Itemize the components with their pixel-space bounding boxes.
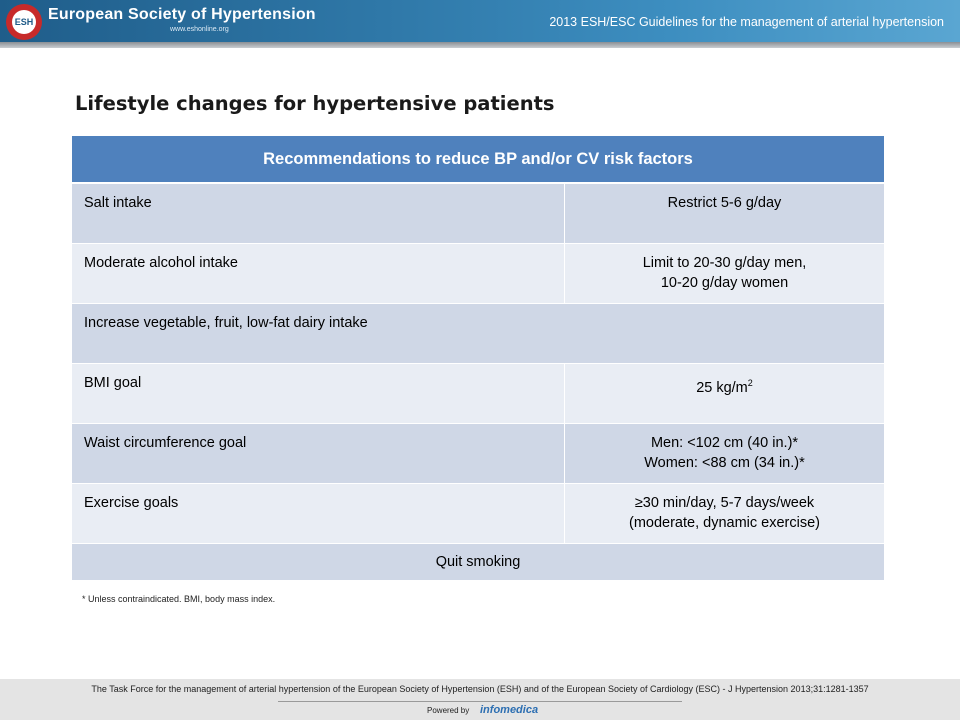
row-label: Increase vegetable, fruit, low-fat dairy… bbox=[72, 304, 884, 364]
banner-divider bbox=[0, 42, 960, 48]
table-header: Recommendations to reduce BP and/or CV r… bbox=[72, 136, 884, 184]
row-value-line: 10-20 g/day women bbox=[660, 275, 789, 291]
header-banner: ESH European Society of Hypertension www… bbox=[0, 0, 960, 42]
powered-by-label: Powered by bbox=[427, 706, 470, 715]
table-row: Increase vegetable, fruit, low-fat dairy… bbox=[72, 304, 884, 364]
table-row: Moderate alcohol intake Limit to 20-30 g… bbox=[72, 244, 884, 304]
bmi-superscript: 2 bbox=[747, 378, 753, 388]
row-value-line: Men: <102 cm (40 in.)* bbox=[650, 435, 799, 451]
bmi-value: 25 kg/m bbox=[696, 379, 748, 396]
row-value-line: Limit to 20-30 g/day men, bbox=[642, 255, 807, 271]
row-label: Waist circumference goal bbox=[72, 424, 564, 484]
esh-logo: ESH bbox=[6, 4, 42, 40]
table-row: Quit smoking bbox=[72, 544, 884, 581]
footnote: * Unless contraindicated. BMI, body mass… bbox=[82, 594, 276, 604]
row-value: ≥30 min/day, 5-7 days/week (moderate, dy… bbox=[564, 484, 884, 544]
guideline-title: 2013 ESH/ESC Guidelines for the manageme… bbox=[549, 15, 944, 29]
row-value: Limit to 20-30 g/day men, 10-20 g/day wo… bbox=[564, 244, 884, 304]
row-label: Quit smoking bbox=[72, 544, 884, 581]
row-label: BMI goal bbox=[72, 364, 564, 424]
table-row: Exercise goals ≥30 min/day, 5-7 days/wee… bbox=[72, 484, 884, 544]
row-label: Salt intake bbox=[72, 184, 564, 244]
esh-logo-text: ESH bbox=[12, 10, 36, 34]
row-value-line: ≥30 min/day, 5-7 days/week bbox=[634, 495, 815, 511]
table-row: Salt intake Restrict 5-6 g/day bbox=[72, 184, 884, 244]
table-row: BMI goal 25 kg/m2 bbox=[72, 364, 884, 424]
row-value-line: (moderate, dynamic exercise) bbox=[629, 515, 820, 531]
infomedica-logo: infomedica bbox=[480, 704, 539, 716]
row-label: Moderate alcohol intake bbox=[72, 244, 564, 304]
org-url: www.eshonline.org bbox=[170, 26, 229, 33]
recommendations-table: Recommendations to reduce BP and/or CV r… bbox=[72, 136, 884, 581]
table-row: Waist circumference goal Men: <102 cm (4… bbox=[72, 424, 884, 484]
row-value: Restrict 5-6 g/day bbox=[564, 184, 884, 244]
footer-divider bbox=[278, 701, 682, 702]
row-value: 25 kg/m2 bbox=[564, 364, 884, 424]
org-name: European Society of Hypertension bbox=[48, 6, 316, 23]
row-value-line: Women: <88 cm (34 in.)* bbox=[644, 455, 805, 471]
row-value: Men: <102 cm (40 in.)* Women: <88 cm (34… bbox=[564, 424, 884, 484]
footer-bar bbox=[0, 679, 960, 720]
footer-citation: The Task Force for the management of art… bbox=[91, 684, 869, 694]
row-label: Exercise goals bbox=[72, 484, 564, 544]
table-header-row: Recommendations to reduce BP and/or CV r… bbox=[72, 136, 884, 184]
slide-title: Lifestyle changes for hypertensive patie… bbox=[75, 92, 555, 115]
